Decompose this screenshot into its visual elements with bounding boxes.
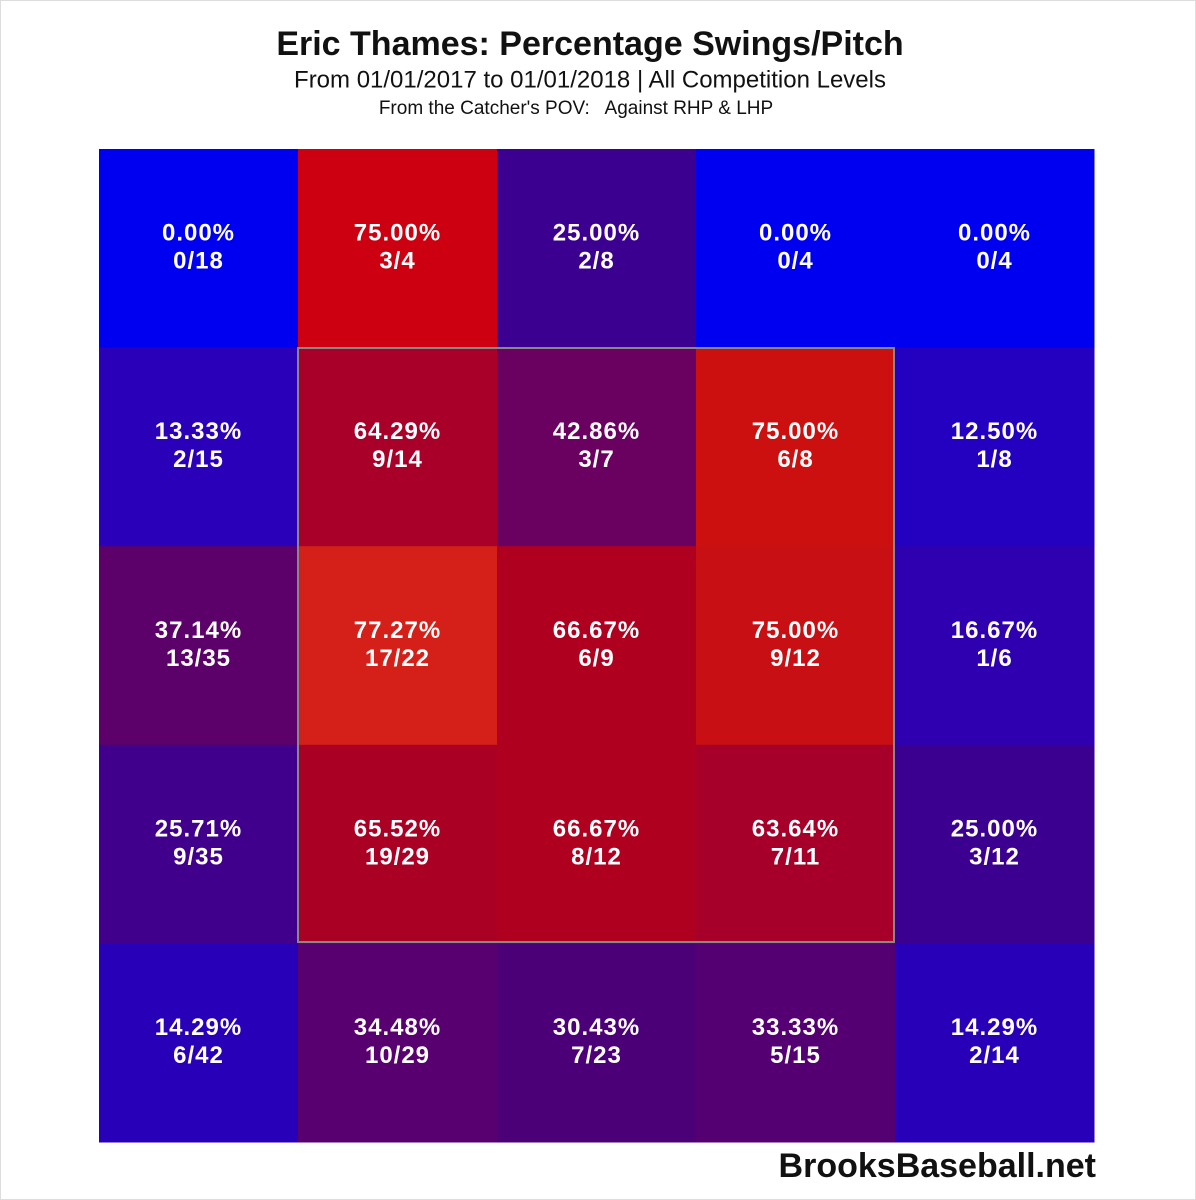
cell-count: 9/12	[770, 645, 821, 672]
cell-count: 10/29	[365, 1042, 430, 1069]
cell-percent: 34.48%	[354, 1014, 441, 1041]
cell-percent: 66.67%	[553, 815, 640, 842]
heat-cell	[497, 744, 697, 944]
cell-percent: 0.00%	[958, 220, 1031, 247]
cell-percent: 13.33%	[155, 418, 242, 445]
cell-count: 2/8	[578, 248, 614, 275]
cell-count: 2/15	[173, 446, 224, 473]
heat-cell	[99, 347, 299, 547]
cell-count: 3/4	[379, 248, 415, 275]
heat-cell	[497, 943, 697, 1143]
cell-percent: 30.43%	[553, 1014, 640, 1041]
cell-count: 6/8	[777, 446, 813, 473]
chart-subtitle: From 01/01/2017 to 01/01/2018 | All Comp…	[294, 66, 886, 93]
cell-count: 9/35	[173, 843, 224, 870]
cell-count: 3/7	[578, 446, 614, 473]
cell-percent: 75.00%	[752, 617, 839, 644]
cell-percent: 14.29%	[155, 1014, 242, 1041]
cell-count: 6/9	[578, 645, 614, 672]
heat-cell	[497, 149, 697, 349]
heat-cell	[895, 347, 1095, 547]
cell-count: 6/42	[173, 1042, 224, 1069]
cell-count: 1/8	[976, 446, 1012, 473]
cell-count: 13/35	[166, 645, 231, 672]
heat-cell	[298, 943, 498, 1143]
cell-count: 3/12	[969, 843, 1020, 870]
chart-title: Eric Thames: Percentage Swings/Pitch	[276, 25, 903, 63]
heat-cell	[895, 546, 1095, 746]
heatmap: 0.00%0/1875.00%3/425.00%2/80.00%0/40.00%…	[99, 149, 1095, 1143]
source: BrooksBaseball.net	[779, 1147, 1096, 1185]
strike-zone	[297, 347, 895, 943]
heat-cell	[298, 347, 498, 547]
cell-percent: 33.33%	[752, 1014, 839, 1041]
cell-percent: 42.86%	[553, 418, 640, 445]
heat-cell	[298, 149, 498, 349]
heat-cell	[696, 546, 896, 746]
cell-count: 17/22	[365, 645, 430, 672]
heat-cell	[895, 744, 1095, 944]
cell-count: 8/12	[571, 843, 622, 870]
cell-percent: 37.14%	[155, 617, 242, 644]
heat-cell	[696, 744, 896, 944]
cell-percent: 16.67%	[951, 617, 1038, 644]
cell-percent: 64.29%	[354, 418, 441, 445]
cell-percent: 25.00%	[951, 815, 1038, 842]
cell-count: 2/14	[969, 1042, 1020, 1069]
cell-percent: 63.64%	[752, 815, 839, 842]
cell-percent: 25.00%	[553, 220, 640, 247]
cell-count: 0/18	[173, 248, 224, 275]
heat-cell	[298, 546, 498, 746]
heat-cell	[895, 149, 1095, 349]
cell-count: 9/14	[372, 446, 423, 473]
cell-percent: 77.27%	[354, 617, 441, 644]
heat-cell	[696, 347, 896, 547]
cell-count: 5/15	[770, 1042, 821, 1069]
heat-cell	[99, 943, 299, 1143]
cell-count: 0/4	[777, 248, 813, 275]
heat-cell	[99, 546, 299, 746]
cell-percent: 14.29%	[951, 1014, 1038, 1041]
cell-count: 1/6	[976, 645, 1012, 672]
cell-count: 7/11	[771, 843, 820, 870]
cell-percent: 66.67%	[553, 617, 640, 644]
cell-percent: 65.52%	[354, 815, 441, 842]
heat-cell	[895, 943, 1095, 1143]
cell-percent: 0.00%	[759, 220, 832, 247]
heat-cell	[99, 149, 299, 349]
cell-percent: 75.00%	[752, 418, 839, 445]
heat-cell	[99, 744, 299, 944]
heat-cell	[298, 744, 498, 944]
cell-percent: 25.71%	[155, 815, 242, 842]
chart-note: From the Catcher's POV: Against RHP & LH…	[379, 98, 773, 119]
heat-cell	[497, 546, 697, 746]
heat-cell	[497, 347, 697, 547]
cell-percent: 12.50%	[951, 418, 1038, 445]
heat-cell	[696, 149, 896, 349]
cell-percent: 75.00%	[354, 220, 441, 247]
cell-percent: 0.00%	[162, 220, 235, 247]
cell-count: 7/23	[571, 1042, 622, 1069]
cell-count: 19/29	[365, 843, 430, 870]
heat-cell	[696, 943, 896, 1143]
cell-count: 0/4	[976, 248, 1012, 275]
